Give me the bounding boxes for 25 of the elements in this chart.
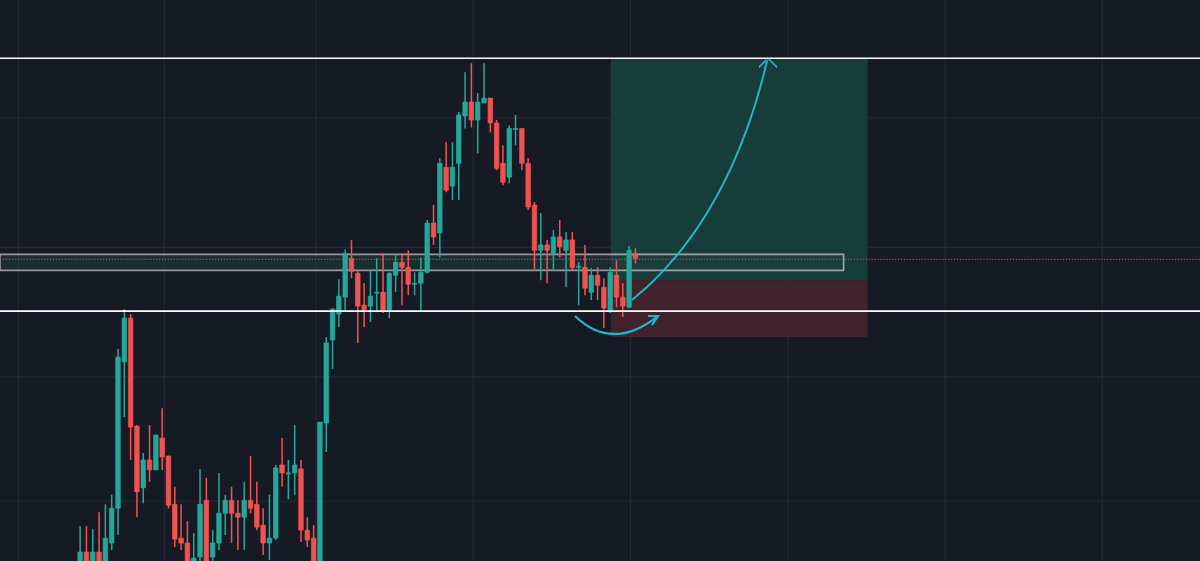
candlestick: [430, 204, 437, 246]
candlestick: [374, 257, 380, 313]
candlestick: [449, 141, 456, 201]
candlestick: [146, 424, 153, 483]
candlestick: [96, 511, 102, 561]
candlestick: [77, 525, 83, 561]
candlestick: [557, 219, 563, 259]
candlestick: [563, 231, 569, 288]
candlestick: [582, 244, 588, 296]
candlestick: [468, 62, 474, 129]
candlestick: [544, 239, 550, 285]
candlestick: [83, 525, 90, 561]
candlestick: [348, 239, 355, 280]
candlestick: [601, 277, 607, 329]
candlestick: [241, 481, 247, 551]
candlestick: [538, 212, 544, 282]
candlestick: [90, 528, 96, 561]
candlestick: [550, 229, 557, 272]
candlestick: [588, 267, 594, 301]
candlestick: [443, 141, 449, 193]
candlestick: [367, 269, 374, 323]
candlestick: [594, 266, 601, 301]
candlestick: [380, 252, 386, 314]
candlestick: [576, 261, 582, 306]
candlestick: [279, 437, 285, 488]
